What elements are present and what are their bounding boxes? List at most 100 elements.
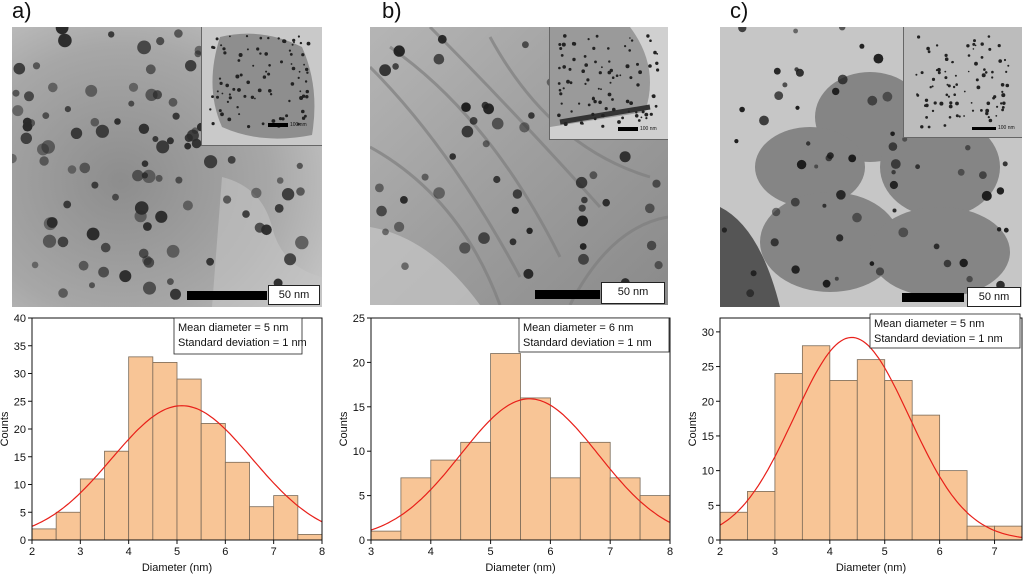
x-tick-label: 8 (319, 546, 325, 558)
nanoparticle (227, 156, 236, 164)
nanoparticle (943, 259, 952, 268)
x-tick-label: 6 (937, 546, 943, 558)
inset-particle (226, 100, 229, 103)
inset-particle (572, 57, 576, 62)
x-tick-label: 7 (271, 546, 277, 558)
tem-micrograph-c: 100 nm 50 nm (720, 27, 1022, 307)
y-tick-label: 25 (702, 362, 714, 374)
inset-particle (228, 96, 232, 100)
inset-particle (645, 117, 648, 120)
nanoparticle (37, 143, 49, 156)
inset-particle (656, 53, 659, 55)
nanoparticle (191, 127, 199, 134)
nanoparticle (166, 244, 180, 258)
nanoparticle (276, 177, 284, 184)
histogram-bar (249, 506, 275, 541)
inset-particle (997, 44, 1001, 48)
inset-particle (271, 119, 276, 123)
nanoparticle (86, 227, 100, 241)
inset-particle (641, 110, 645, 114)
inset-particle (288, 99, 291, 103)
inset-particle (933, 101, 937, 105)
histogram-bar (911, 414, 941, 541)
inset-particle (290, 82, 295, 86)
nanoparticle (822, 279, 831, 288)
inset-particle (988, 47, 992, 51)
inset-particle (648, 64, 652, 68)
inset-particle (559, 92, 563, 96)
inset-particle (584, 63, 588, 67)
gaussian-fit-line (31, 405, 323, 527)
inset-particle (955, 83, 958, 86)
nanoparticle (873, 53, 884, 64)
nanoparticle (20, 132, 32, 144)
y-tick-label: 15 (353, 402, 365, 414)
inset-particle (267, 72, 271, 76)
nanoparticle (437, 34, 447, 44)
inset-particle (299, 90, 302, 93)
nanoparticle (261, 224, 272, 236)
nanoparticle (578, 253, 589, 265)
nanoparticle (296, 187, 305, 196)
y-tick-label: 20 (353, 357, 365, 369)
inset-particle (297, 35, 300, 38)
inset-particle (305, 67, 309, 72)
inset-particle (594, 60, 597, 64)
nanoparticle (836, 190, 846, 200)
inset-particle (245, 35, 249, 38)
nanoparticle (738, 27, 747, 33)
nanoparticle (996, 187, 1005, 195)
inset-particle (611, 76, 615, 79)
nanoparticle (155, 210, 168, 223)
inset-particle (558, 43, 562, 46)
inset-particle (558, 66, 561, 70)
inset-particle (924, 98, 929, 103)
nanoparticle (143, 281, 156, 295)
inset-particle (268, 64, 271, 67)
inset-particle (305, 89, 309, 94)
x-tick-label: 3 (77, 546, 83, 558)
nanoparticle (482, 140, 490, 148)
inset-particle (592, 46, 596, 50)
histogram-bar (856, 359, 886, 541)
inset-particle (297, 122, 300, 126)
inset-particle (972, 48, 975, 50)
x-tick-label: 8 (667, 546, 673, 558)
inset-particle (259, 52, 262, 55)
nanoparticle (156, 37, 165, 46)
nanoparticle (966, 275, 973, 283)
inset-particle (935, 69, 939, 72)
inset-particle (607, 47, 610, 50)
inset-particle (991, 70, 994, 74)
y-tick-label: 0 (359, 535, 365, 547)
nanoparticle (481, 101, 489, 109)
inset-particle (246, 48, 249, 51)
inset-particle (1001, 90, 1004, 93)
histogram-bar (520, 397, 551, 541)
inset-particle (562, 87, 565, 90)
inset-particle (607, 70, 612, 75)
nanoparticle (141, 160, 149, 167)
inset-particle (625, 64, 630, 69)
nanoparticle (979, 171, 987, 180)
nanoparticle (806, 141, 811, 146)
nanoparticle (882, 91, 893, 102)
inset-particle (229, 35, 231, 38)
inset-particle (222, 47, 226, 51)
nanoparticle (175, 176, 183, 184)
inset-particle (947, 95, 950, 98)
inset-particle (563, 122, 568, 126)
inset-particle (916, 94, 920, 97)
nanoparticle (12, 105, 24, 117)
inset-particle (306, 71, 309, 74)
nanoparticle (791, 265, 800, 274)
nanoparticle (869, 261, 875, 266)
nanoparticle (143, 222, 152, 231)
inset-particle (931, 85, 934, 88)
nanoparticle (185, 60, 197, 72)
inset-particle (980, 42, 984, 46)
inset-particle (967, 54, 971, 57)
x-tick-label: 6 (547, 546, 553, 558)
inset-image-c (915, 35, 1010, 129)
inset-particle (627, 110, 630, 113)
